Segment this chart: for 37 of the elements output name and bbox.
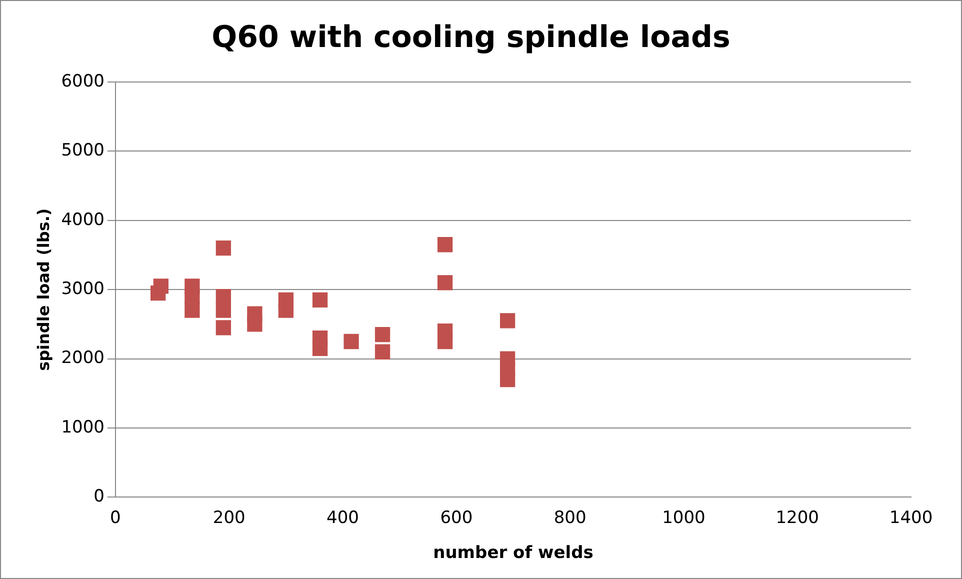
x-tick-label: 1400 bbox=[889, 508, 933, 528]
point bbox=[216, 302, 231, 318]
point bbox=[216, 288, 231, 304]
y-tick-label: 3000 bbox=[61, 279, 104, 300]
y-tick-label: 4000 bbox=[61, 210, 104, 230]
chart-title: Q60 with cooling spindle loads bbox=[212, 20, 730, 55]
x-tick-label: 400 bbox=[326, 508, 359, 528]
y-tick-label: 2000 bbox=[61, 348, 104, 368]
point bbox=[278, 292, 294, 308]
point bbox=[153, 278, 168, 294]
y-tick-label: 5000 bbox=[61, 140, 104, 161]
point bbox=[344, 334, 359, 350]
x-tick-label: 200 bbox=[212, 508, 246, 528]
y-axis-title: spindle load (lbs.) bbox=[34, 208, 53, 371]
x-tick-label: 800 bbox=[554, 508, 586, 528]
point bbox=[216, 240, 231, 256]
point bbox=[437, 324, 453, 339]
point bbox=[216, 320, 231, 336]
y-tick-label: 0 bbox=[94, 486, 104, 507]
y-tick-label: 6000 bbox=[61, 71, 104, 92]
x-axis-title: number of welds bbox=[433, 543, 594, 564]
point bbox=[184, 278, 200, 294]
x-tick-label: 1200 bbox=[776, 508, 819, 528]
point bbox=[500, 351, 516, 366]
point bbox=[184, 302, 200, 318]
point bbox=[500, 313, 516, 328]
x-tick-label: 600 bbox=[440, 508, 473, 528]
point bbox=[437, 275, 453, 290]
point bbox=[374, 327, 390, 342]
point bbox=[374, 344, 390, 360]
point bbox=[312, 292, 328, 308]
y-tick-label: 1000 bbox=[61, 417, 104, 438]
x-tick-label: 1000 bbox=[662, 508, 706, 528]
x-tick-label: 0 bbox=[110, 508, 121, 528]
point bbox=[247, 306, 262, 322]
point bbox=[437, 237, 453, 252]
point bbox=[312, 330, 328, 346]
